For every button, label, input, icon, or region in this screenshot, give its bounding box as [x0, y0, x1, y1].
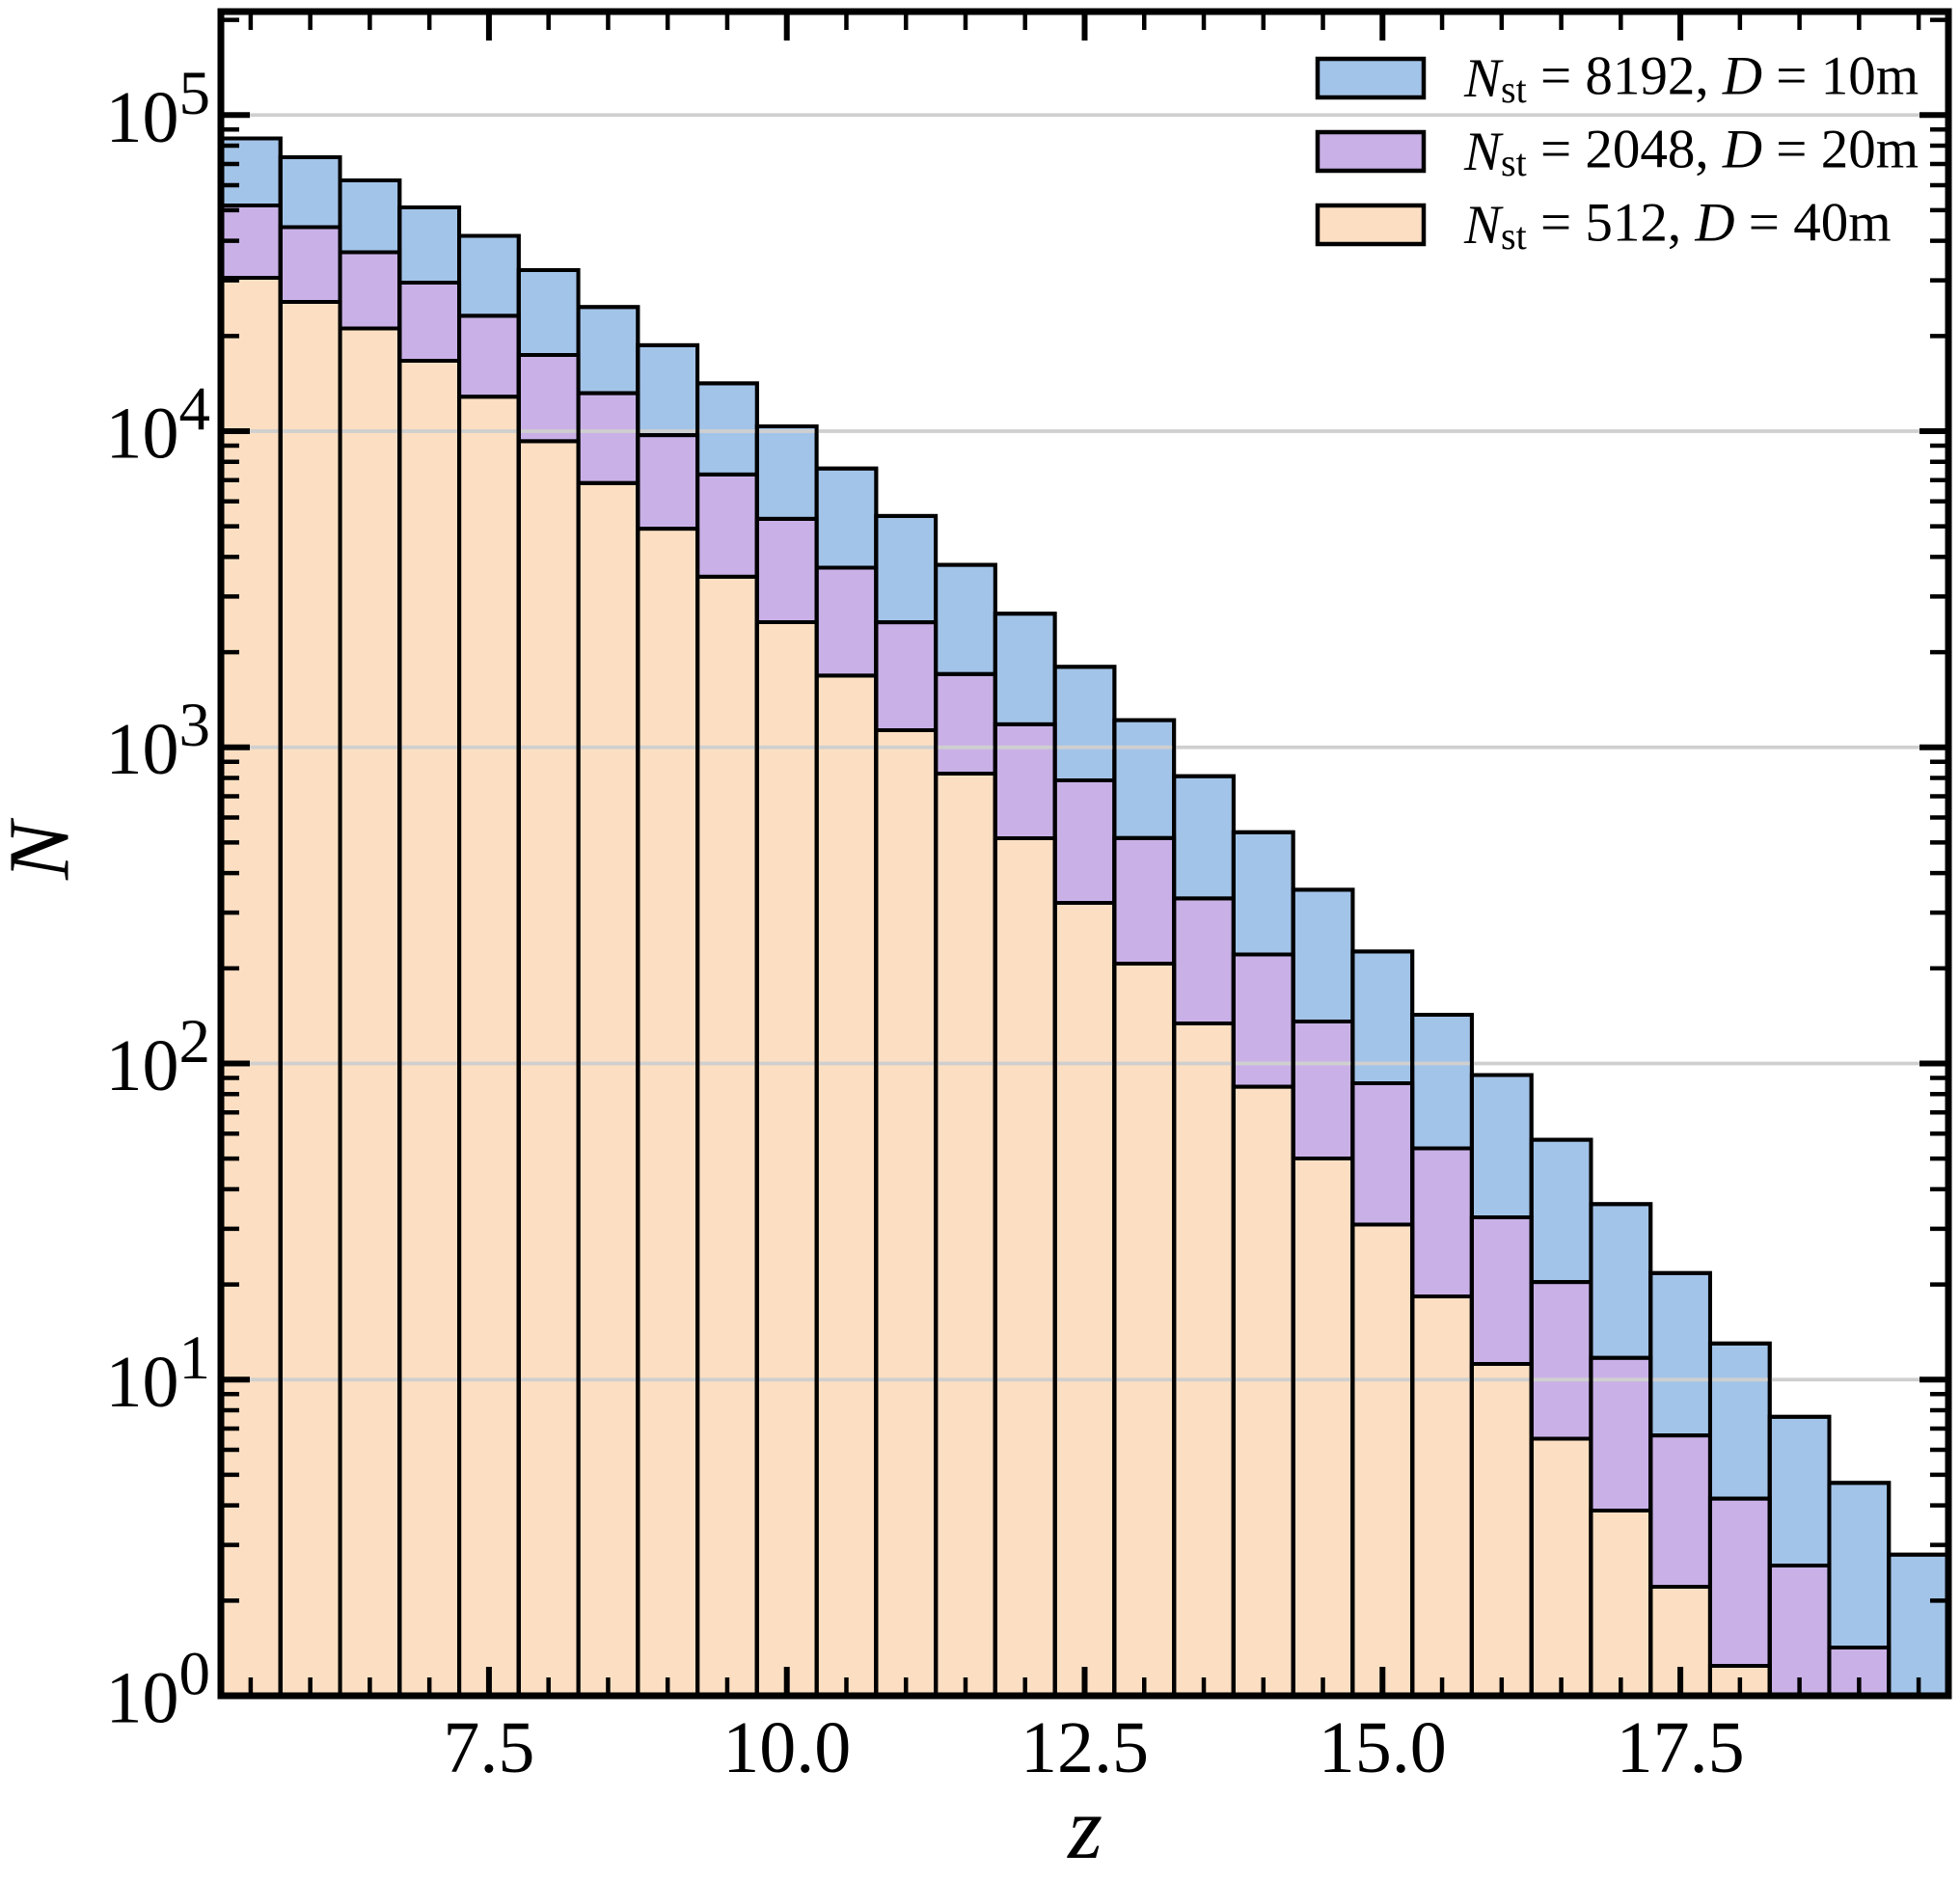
- svg-text:Nst = 8192, D = 10m: Nst = 8192, D = 10m: [1463, 45, 1919, 111]
- svg-text:10.0: 10.0: [722, 1707, 851, 1788]
- svg-text:Nst = 2048, D = 20m: Nst = 2048, D = 20m: [1463, 119, 1919, 184]
- svg-text:7.5: 7.5: [443, 1707, 534, 1788]
- svg-text:12.5: 12.5: [1021, 1707, 1149, 1788]
- svg-text:17.5: 17.5: [1617, 1707, 1745, 1788]
- svg-text:Nst = 512, D = 40m: Nst = 512, D = 40m: [1463, 192, 1892, 258]
- svg-text:z: z: [1066, 1779, 1102, 1877]
- svg-text:15.0: 15.0: [1319, 1707, 1447, 1788]
- svg-text:N: N: [0, 817, 88, 881]
